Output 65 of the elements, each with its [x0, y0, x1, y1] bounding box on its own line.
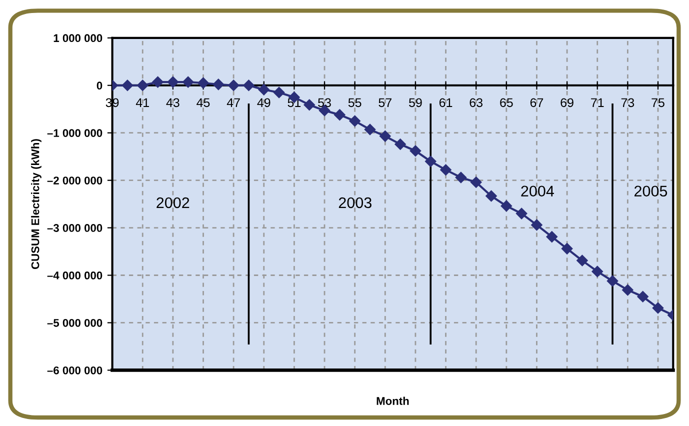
point	[470, 176, 482, 188]
point	[137, 80, 148, 91]
point	[652, 302, 664, 314]
point	[380, 130, 391, 142]
x-tick-label: 45	[196, 98, 210, 108]
point	[561, 243, 573, 254]
x-tick-label: 49	[257, 98, 270, 108]
point	[516, 208, 528, 220]
annotation: 2005	[634, 186, 668, 197]
point	[546, 231, 558, 242]
point	[425, 156, 436, 167]
point	[198, 77, 209, 89]
x-tick-label: 65	[500, 98, 513, 108]
y-tick-label: –4 000 000	[47, 272, 102, 280]
point	[394, 138, 406, 150]
x-tick-label: 47	[226, 98, 240, 107]
x-tick-label: 43	[166, 98, 180, 108]
point	[455, 172, 467, 184]
point	[622, 284, 634, 296]
point	[592, 266, 603, 278]
point	[212, 78, 224, 90]
x-tick-label: 57	[378, 98, 392, 108]
point	[304, 99, 315, 110]
y-tick-label: –5 000 000	[47, 318, 102, 327]
annotation: 2003	[338, 197, 372, 208]
point	[334, 109, 346, 120]
x-tick-label: 69	[560, 98, 574, 108]
x-tick-label: 73	[621, 98, 634, 108]
y-tick-label: 1 000 000	[54, 34, 102, 42]
point	[576, 254, 588, 266]
x-tick-label: 63	[470, 98, 482, 108]
x-tick-label: 71	[591, 98, 604, 107]
point	[364, 124, 376, 136]
x-tick-label: 75	[652, 98, 664, 108]
point	[273, 86, 285, 98]
x-axis-title: Month	[376, 396, 409, 405]
point	[606, 275, 618, 287]
point	[486, 190, 497, 202]
point	[122, 80, 134, 91]
x-tick-label: 55	[348, 98, 362, 108]
point	[258, 84, 270, 96]
y-tick-label: –6 000 000	[47, 366, 102, 374]
point	[152, 76, 164, 88]
annotation: 2002	[156, 197, 190, 208]
annotation: 2004	[521, 186, 554, 197]
x-tick-label: 41	[136, 98, 149, 107]
point	[637, 291, 648, 302]
x-tick-label: 61	[439, 98, 452, 108]
y-tick-label: –1 000 000	[47, 129, 102, 137]
y-tick-label: –3 000 000	[47, 224, 102, 232]
point	[410, 145, 422, 156]
point	[167, 76, 179, 88]
x-tick-label: 67	[530, 98, 544, 108]
x-tick-label: 59	[409, 98, 422, 108]
point	[182, 76, 194, 88]
point	[228, 80, 240, 91]
x-tick-label: 53	[318, 98, 331, 108]
point	[349, 115, 360, 127]
point	[440, 164, 452, 176]
point	[500, 200, 512, 212]
point	[243, 80, 254, 91]
y-axis-title: CUSUM Electricity (kWh)	[31, 139, 42, 270]
y-tick-label: –2 000 000	[47, 176, 102, 184]
point	[531, 219, 542, 231]
y-tick-label: 0	[96, 82, 102, 90]
